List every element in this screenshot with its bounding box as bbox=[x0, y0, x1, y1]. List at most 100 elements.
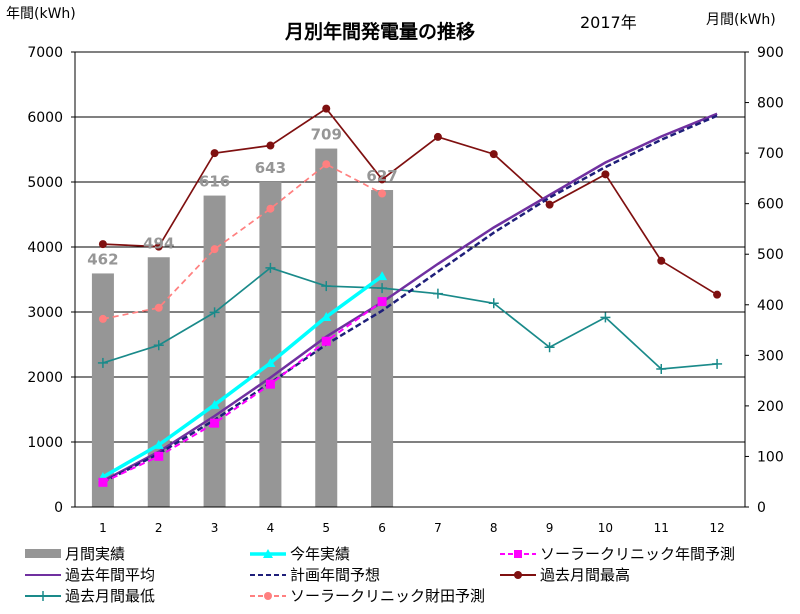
left-tick-label: 3000 bbox=[27, 305, 63, 321]
point-marker bbox=[264, 592, 272, 600]
x-tick-label: 8 bbox=[490, 521, 498, 535]
bar-data-label: 627 bbox=[366, 167, 397, 185]
series-line bbox=[102, 274, 384, 479]
right-tick-label: 600 bbox=[757, 197, 784, 213]
left-tick-label: 7000 bbox=[27, 45, 63, 61]
bar-series bbox=[91, 148, 394, 508]
left-tick-label: 6000 bbox=[27, 110, 63, 126]
x-tick-label: 9 bbox=[546, 521, 554, 535]
point-marker bbox=[263, 549, 273, 558]
bar bbox=[259, 181, 282, 507]
x-tick-label: 10 bbox=[598, 521, 613, 535]
point-marker bbox=[98, 314, 107, 323]
data-labels: 462 494 616 643 709 627 bbox=[87, 126, 397, 269]
point-marker bbox=[209, 399, 220, 409]
point-marker bbox=[154, 303, 163, 312]
point-marker bbox=[377, 297, 387, 307]
x-tick-label: 3 bbox=[211, 521, 219, 535]
right-tick-label: 400 bbox=[757, 298, 784, 314]
point-marker bbox=[514, 571, 522, 579]
bar-data-label: 709 bbox=[311, 126, 342, 144]
point-marker bbox=[321, 336, 331, 346]
point-marker bbox=[153, 439, 164, 449]
right-tick-label: 700 bbox=[757, 146, 784, 162]
series-line bbox=[102, 112, 718, 483]
legend-label: 過去月間最高 bbox=[540, 566, 630, 584]
x-tick-label: 7 bbox=[434, 521, 442, 535]
bar bbox=[203, 195, 226, 508]
point-marker bbox=[98, 477, 108, 487]
bar bbox=[91, 273, 114, 507]
axes: 0 1000 2000 3000 4000 5000 6000 7000 0 100 200 300 4… bbox=[27, 45, 783, 535]
chart-subtitle: 2017年 bbox=[580, 13, 637, 32]
right-tick-label: 0 bbox=[757, 500, 766, 516]
point-marker bbox=[378, 189, 387, 198]
point-marker bbox=[545, 200, 554, 209]
x-tick-label: 5 bbox=[322, 521, 330, 535]
point-marker bbox=[378, 175, 387, 184]
left-tick-label: 0 bbox=[54, 500, 63, 516]
point-marker bbox=[266, 141, 275, 150]
bar bbox=[147, 257, 170, 507]
left-tick-label: 1000 bbox=[27, 435, 63, 451]
right-tick-label: 900 bbox=[757, 45, 784, 61]
series-line bbox=[102, 107, 718, 296]
bar bbox=[315, 148, 338, 508]
legend-label: ソーラークリニック財田予測 bbox=[290, 587, 485, 605]
line-series bbox=[97, 104, 723, 487]
point-marker bbox=[210, 149, 219, 158]
point-marker bbox=[489, 150, 498, 159]
bar-data-label: 643 bbox=[255, 159, 286, 177]
point-marker bbox=[321, 311, 332, 321]
point-marker bbox=[210, 418, 220, 428]
bar-data-label: 494 bbox=[143, 234, 174, 252]
legend-label: 過去月間最低 bbox=[65, 587, 155, 605]
right-tick-label: 100 bbox=[757, 449, 784, 465]
right-tick-label: 800 bbox=[757, 96, 784, 112]
gridlines bbox=[75, 116, 745, 443]
point-marker bbox=[514, 550, 522, 558]
point-marker bbox=[98, 240, 107, 249]
point-marker bbox=[601, 170, 610, 179]
bar bbox=[371, 190, 394, 507]
point-marker bbox=[154, 242, 163, 251]
point-marker bbox=[265, 358, 276, 368]
legend-swatch bbox=[25, 549, 61, 558]
left-tick-label: 2000 bbox=[27, 370, 63, 386]
right-tick-label: 200 bbox=[757, 399, 784, 415]
point-marker bbox=[265, 379, 275, 389]
left-tick-label: 5000 bbox=[27, 175, 63, 191]
series-line bbox=[102, 114, 718, 484]
left-tick-label: 4000 bbox=[27, 240, 63, 256]
point-marker bbox=[657, 256, 666, 265]
legend-label: 計画年間予想 bbox=[290, 566, 380, 584]
legend-label: 月間実績 bbox=[65, 545, 125, 563]
x-tick-label: 12 bbox=[709, 521, 724, 535]
left-axis-unit: 年間(kWh) bbox=[6, 6, 76, 22]
point-marker bbox=[322, 160, 331, 169]
series-line bbox=[102, 163, 383, 320]
bar-data-label: 462 bbox=[87, 250, 118, 268]
x-tick-label: 1 bbox=[99, 521, 107, 535]
x-tick-label: 11 bbox=[654, 521, 669, 535]
legend-label: ソーラークリニック年間予測 bbox=[540, 545, 735, 563]
legend-label: 今年実績 bbox=[290, 545, 350, 563]
point-marker bbox=[377, 271, 388, 281]
point-marker bbox=[210, 245, 219, 254]
x-tick-label: 2 bbox=[155, 521, 163, 535]
series-line bbox=[102, 300, 383, 484]
right-axis-unit: 月間(kWh) bbox=[706, 12, 776, 28]
right-tick-label: 300 bbox=[757, 348, 784, 364]
right-tick-label: 500 bbox=[757, 247, 784, 263]
point-marker bbox=[266, 204, 275, 213]
x-tick-label: 6 bbox=[378, 521, 386, 535]
legend-label: 過去年間平均 bbox=[65, 566, 155, 584]
point-marker bbox=[322, 104, 331, 113]
point-marker bbox=[154, 451, 164, 461]
point-marker bbox=[713, 290, 722, 299]
bar-data-label: 616 bbox=[199, 173, 230, 191]
chart-title: 月別年間発電量の推移 bbox=[284, 20, 475, 43]
x-tick-label: 4 bbox=[267, 521, 275, 535]
